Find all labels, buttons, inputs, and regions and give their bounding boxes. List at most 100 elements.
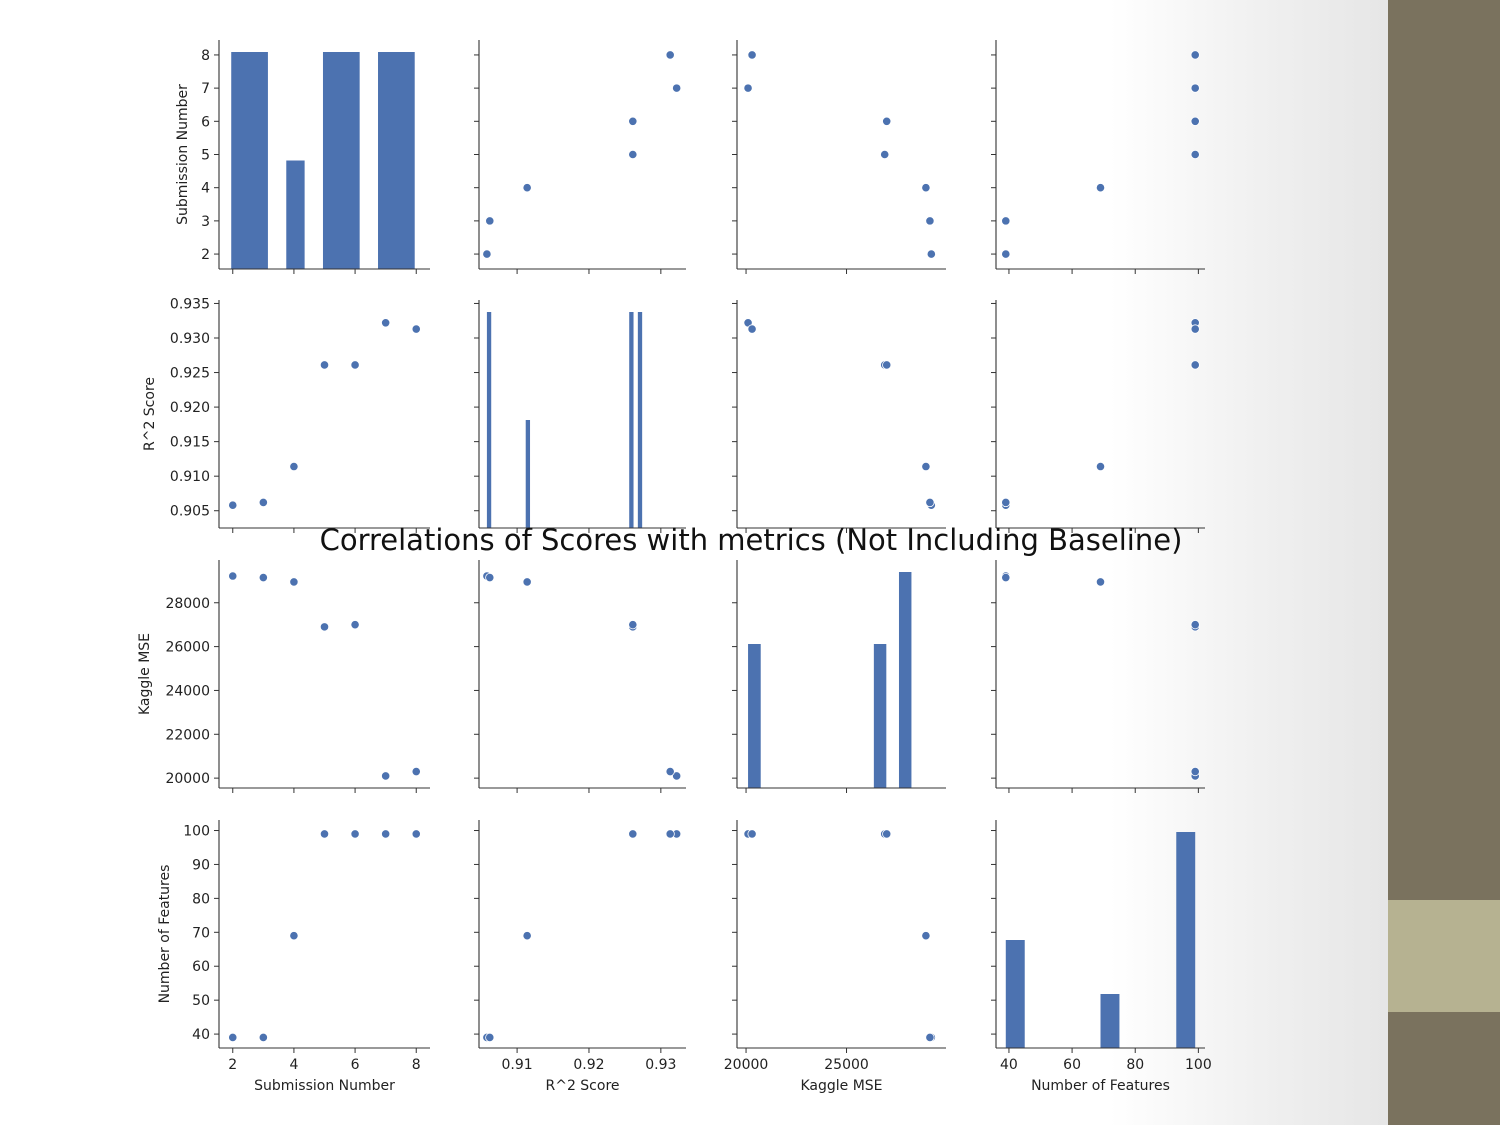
histogram-bar [486,312,492,528]
scatter-point [880,149,890,160]
panel-r2-c1 [474,560,686,793]
x-axis-label: Kaggle MSE [800,1078,882,1094]
scatter-point [628,829,638,839]
histogram-bar [898,572,912,788]
histogram-bar [231,52,268,269]
scatter-point [1190,149,1200,160]
scatter-point [289,577,299,587]
histogram-bar [378,52,415,269]
panel-r2-c0: 20000 22000 24000 26000 28000 Kaggle MSE [137,560,430,793]
panel-r1-c0: 0.905 0.910 0.915 0.920 0.925 0.930 0.935 R^2 S… [142,296,430,533]
scatter-point [665,50,675,60]
y-axis-label: Number of Features [157,865,173,1004]
histogram-bar [873,644,887,788]
y-axis-label: Kaggle MSE [137,633,153,715]
scatter-point [1001,572,1011,583]
panel-r0-c1 [474,40,686,274]
y-tick-label: 4 [201,181,210,197]
scatter-point [882,116,892,126]
scatter-point [921,461,931,472]
panel-r3-c3: 40 60 80 100 Number of Features [991,820,1212,1094]
y-tick-label: 5 [201,148,210,164]
y-tick-label: 80 [192,891,210,907]
x-axis-label: Submission Number [254,1078,395,1094]
panel-r3-c2: 20000 25000 Kaggle MSE [724,820,946,1094]
y-tick-label: 0.935 [170,296,210,312]
panel-r1-c1 [474,300,686,533]
y-tick-label: 6 [201,114,210,130]
scatter-point [1190,360,1200,370]
y-tick-label: 100 [183,824,210,840]
panel-r2-c2 [732,560,946,793]
panel-r0-c2 [732,40,946,274]
scatter-point [411,766,421,777]
scatter-point [921,183,931,193]
y-axis-label: Submission Number [175,84,191,225]
scatter-point [411,829,421,839]
scatter-point [381,318,391,328]
scatter-point [1190,50,1200,60]
scatter-point [319,829,330,839]
histogram-bar [322,52,360,269]
scatter-point [921,931,931,941]
scatter-point [926,249,936,259]
x-tick-label: 80 [1126,1057,1144,1073]
y-tick-label: 50 [192,993,210,1009]
histogram-bar [286,160,305,269]
histogram-bar [637,312,643,528]
y-tick-label: 0.925 [170,366,210,382]
scatter-point [628,149,638,160]
scatter-point [522,931,532,941]
x-tick-label: 0.92 [573,1057,604,1073]
panel-r2-c3 [991,560,1205,793]
scatter-point [1095,183,1106,193]
scatter-point [350,829,360,839]
y-tick-label: 60 [192,959,210,975]
scatter-point [319,360,330,370]
scatter-point [882,360,892,370]
y-tick-label: 28000 [165,596,210,612]
y-tick-label: 3 [201,214,210,230]
x-tick-label: 100 [1185,1057,1212,1073]
scatter-point [289,461,299,472]
y-tick-label: 40 [192,1027,210,1043]
x-axis-label: Number of Features [1031,1078,1170,1094]
y-tick-label: 24000 [165,683,210,699]
scatter-point [925,216,935,226]
scatter-point [628,620,638,630]
x-tick-label: 40 [1000,1057,1018,1073]
histogram-bar [1100,994,1120,1048]
y-tick-label: 0.915 [170,435,210,451]
scatter-point [381,829,391,839]
y-tick-label: 90 [192,857,210,873]
scatter-point [258,572,268,583]
histogram-bar [525,420,531,528]
scatter-point [522,183,532,193]
scatter-point [258,1032,268,1043]
panel-r1-c3 [991,300,1205,533]
scatter-point [882,829,892,839]
histogram-bar [629,312,634,528]
x-tick-label: 2 [228,1057,237,1073]
y-tick-label: 0.905 [170,504,210,520]
y-tick-label: 0.920 [170,400,210,416]
scatter-point [665,829,675,839]
scatter-point [1095,461,1106,472]
scatter-point [1095,577,1106,587]
scatter-point [743,83,753,93]
y-axis-label: R^2 Score [142,377,158,451]
scatter-point [485,572,495,583]
scatter-point [1190,83,1200,93]
scatter-point [1190,324,1200,334]
histogram-bar [1005,940,1025,1048]
scatter-point [228,571,238,581]
panel-r1-c2 [732,300,946,533]
histogram-bar [748,644,761,788]
x-axis-label: R^2 Score [545,1078,619,1094]
scatter-point [672,83,682,93]
x-tick-label: 60 [1063,1057,1081,1073]
scatter-point [925,1032,935,1043]
scatter-point [485,1032,495,1043]
scatter-point [485,216,495,226]
